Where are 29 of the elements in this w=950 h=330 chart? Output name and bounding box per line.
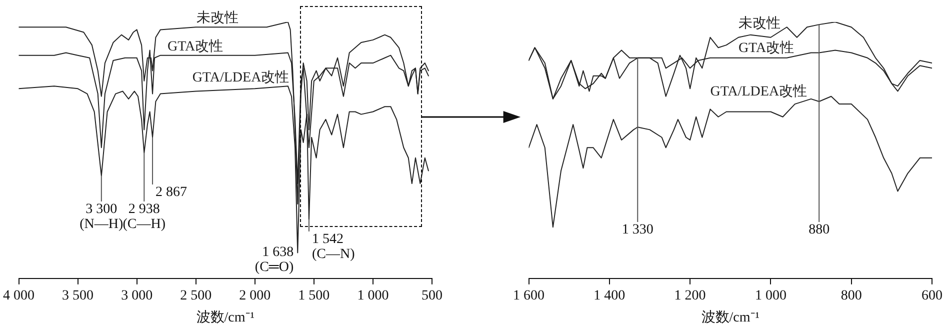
annotation: 2 938 (C—H) [122,202,166,232]
series-label: GTA改性 [168,38,224,54]
x-axis-title: 波数/cm⁻¹ [196,309,254,326]
series-label: 未改性 [196,10,238,26]
x-tick-label: 1 000 [754,288,786,304]
series-label: GTA改性 [738,40,794,56]
annotation: 3 300 (N—H) [80,202,124,232]
series-label: GTA/LDEA改性 [192,69,290,86]
x-tick-label: 800 [840,288,862,304]
x-axis-title: 波数/cm⁻¹ [701,309,760,326]
annotation: 1 638 (C═O) [254,245,294,276]
x-tick-label: 2 500 [180,288,212,304]
x-tick-label: 2 000 [239,288,271,304]
x-tick-label: 3 000 [121,288,153,304]
x-tick-label: 1 200 [674,288,706,304]
x-tick-label: 500 [422,288,442,304]
series-label: 未改性 [738,15,780,32]
x-tick-label: 4 000 [3,288,34,304]
series-label: GTA/LDEA改性 [710,83,808,100]
x-tick-label: 1 000 [357,288,389,304]
annotation: 1 330 [622,222,654,238]
x-tick-label: 1 400 [594,288,626,304]
annotation: 1 542 (C—N) [312,232,356,262]
x-tick-label: 600 [922,288,942,304]
x-tick-label: 3 500 [62,288,94,304]
annotation: 880 [808,222,830,238]
annotation: 2 867 [156,185,188,200]
x-tick-label: 1 500 [298,288,330,304]
x-tick-label: 1 600 [513,288,544,304]
